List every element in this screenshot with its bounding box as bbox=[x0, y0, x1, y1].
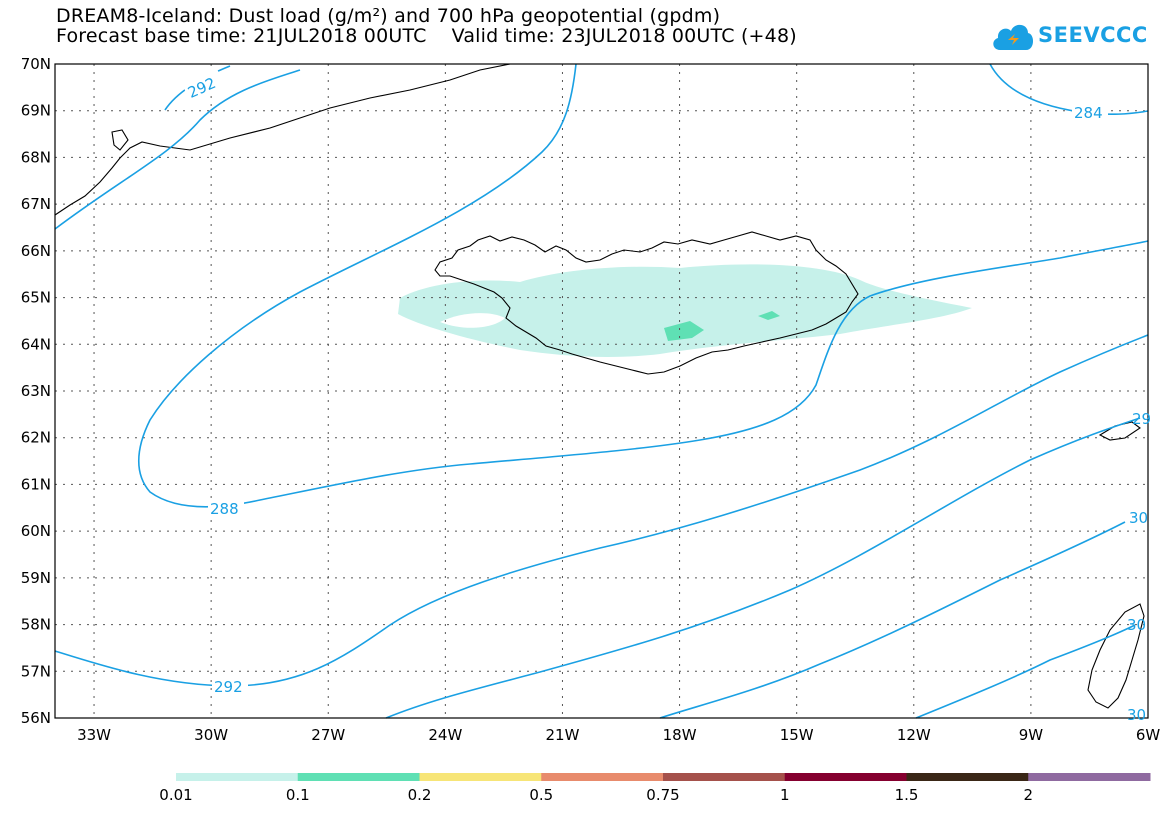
legend-swatch bbox=[906, 773, 1029, 781]
latitude-label: 58N bbox=[21, 616, 51, 634]
contour-label: 30 bbox=[1127, 706, 1146, 724]
latitude-label: 67N bbox=[21, 195, 51, 213]
contour-label: 292 bbox=[214, 678, 243, 696]
latitude-label: 68N bbox=[21, 148, 51, 166]
longitude-label: 33W bbox=[77, 726, 111, 744]
longitude-label: 15W bbox=[780, 726, 814, 744]
latitude-label: 63N bbox=[21, 382, 51, 400]
latitude-label: 57N bbox=[21, 662, 51, 680]
legend-swatch bbox=[1028, 773, 1151, 781]
coastlines bbox=[54, 63, 1145, 709]
legend-swatch bbox=[541, 773, 664, 781]
latitude-label: 66N bbox=[21, 242, 51, 260]
legend-label: 0.1 bbox=[286, 786, 310, 804]
map-title: DREAM8-Iceland: Dust load (g/m²) and 700… bbox=[56, 5, 721, 27]
latitude-label: 59N bbox=[21, 569, 51, 587]
seevccc-logo: SEEVCCC bbox=[990, 16, 1147, 64]
longitude-label: 27W bbox=[311, 726, 345, 744]
logo-text: SEEVCCC bbox=[1038, 23, 1148, 47]
contour-label: 288 bbox=[210, 500, 239, 518]
longitude-label: 6W bbox=[1136, 726, 1161, 744]
longitude-labels: 33W 30W 27W 24W 21W 18W 15W 12W 9W 6W bbox=[77, 726, 1160, 744]
longitude-label: 21W bbox=[546, 726, 580, 744]
latitude-label: 60N bbox=[21, 522, 51, 540]
legend-label: 0.5 bbox=[529, 786, 553, 804]
color-legend: 0.01 0.1 0.2 0.5 0.75 1 1.5 2 bbox=[159, 773, 1151, 804]
map-subtitle: Forecast base time: 21JUL2018 00UTC Vali… bbox=[56, 25, 797, 47]
latitude-label: 56N bbox=[21, 709, 51, 727]
legend-swatch bbox=[663, 773, 786, 781]
legend-label: 1.5 bbox=[895, 786, 919, 804]
legend-label: 2 bbox=[1023, 786, 1033, 804]
map-frame bbox=[54, 63, 1149, 719]
contour-label: 284 bbox=[1074, 104, 1103, 122]
graticule bbox=[55, 64, 1148, 718]
legend-label: 1 bbox=[780, 786, 790, 804]
legend-swatch bbox=[419, 773, 542, 781]
longitude-label: 12W bbox=[897, 726, 931, 744]
contour-label: 30 bbox=[1129, 509, 1148, 527]
legend-label: 0.2 bbox=[408, 786, 432, 804]
latitude-labels: 70N 69N 68N 67N 66N 65N 64N 63N 62N 61N 60N 59N 58N 5… bbox=[21, 55, 51, 727]
dust-load-shading bbox=[398, 264, 972, 357]
longitude-label: 24W bbox=[428, 726, 462, 744]
latitude-label: 65N bbox=[21, 289, 51, 307]
latitude-label: 70N bbox=[21, 55, 51, 73]
legend-swatch bbox=[176, 773, 299, 781]
cloud-icon bbox=[993, 24, 1034, 50]
latitude-label: 62N bbox=[21, 429, 51, 447]
legend-label: 0.01 bbox=[159, 786, 192, 804]
latitude-label: 69N bbox=[21, 102, 51, 120]
longitude-label: 30W bbox=[194, 726, 228, 744]
contour-label: 29 bbox=[1132, 410, 1151, 428]
legend-swatch bbox=[784, 773, 907, 781]
longitude-label: 9W bbox=[1019, 726, 1044, 744]
contour-label: 30 bbox=[1127, 616, 1146, 634]
longitude-label: 18W bbox=[663, 726, 697, 744]
contour-labels: 292 284 288 292 29 30 30 30 bbox=[181, 67, 1151, 724]
legend-label: 0.75 bbox=[646, 786, 679, 804]
legend-swatch bbox=[297, 773, 420, 781]
latitude-label: 64N bbox=[21, 335, 51, 353]
latitude-label: 61N bbox=[21, 475, 51, 493]
